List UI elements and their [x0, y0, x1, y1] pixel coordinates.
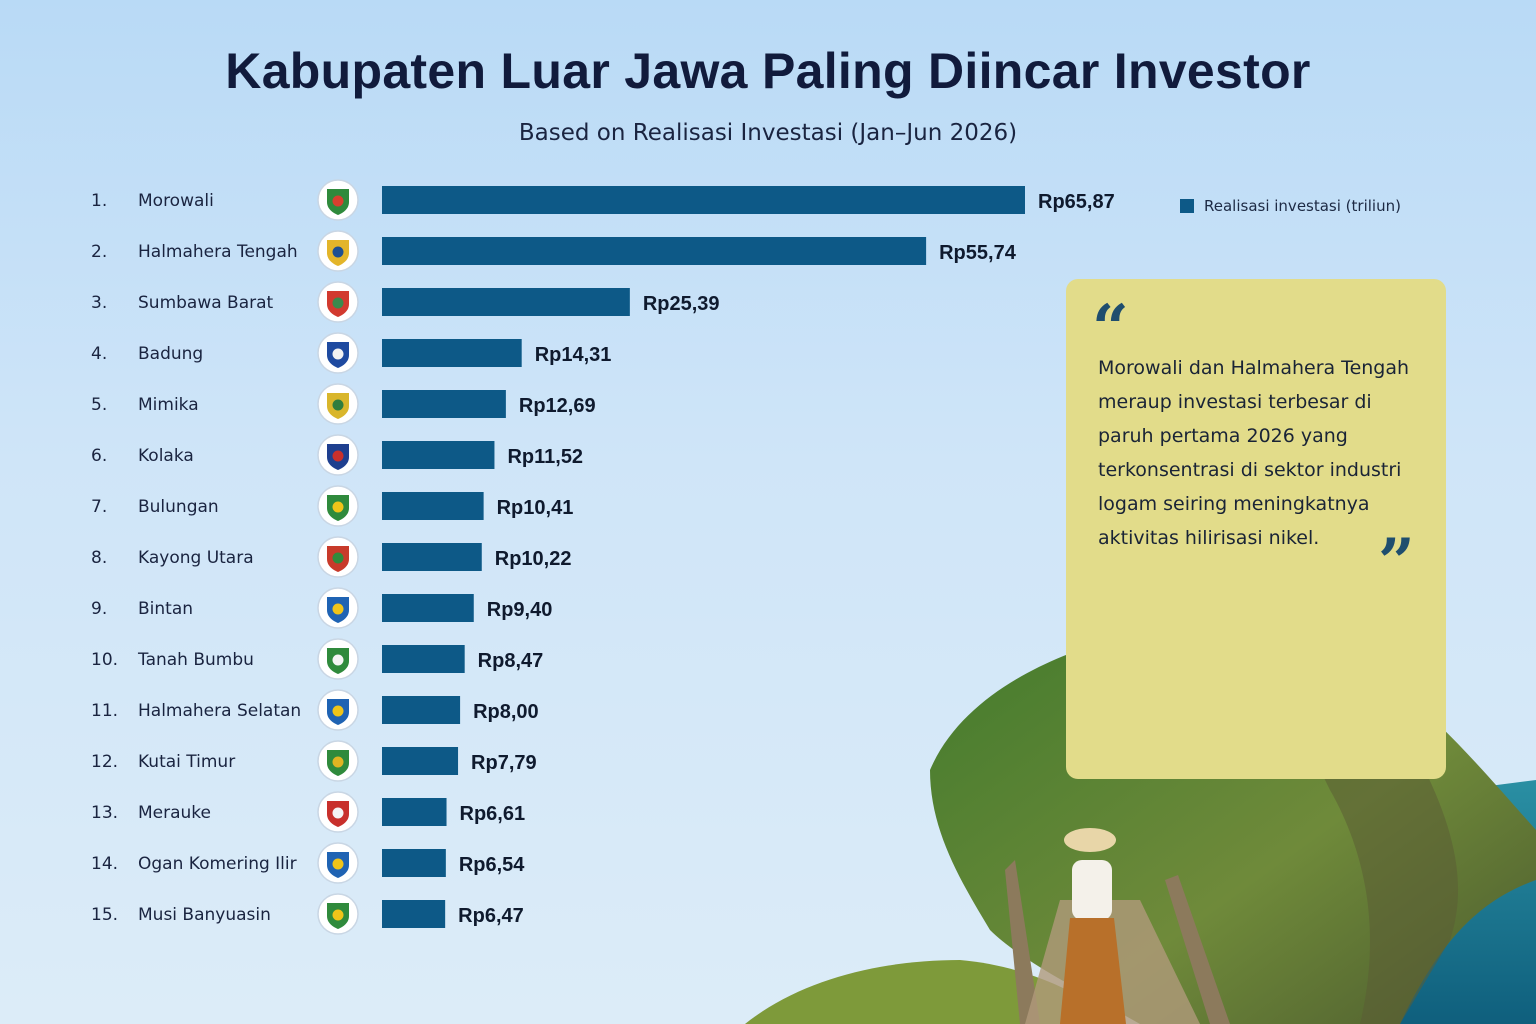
person-skirt: [1060, 918, 1126, 1024]
bar: [382, 390, 506, 418]
bintan-emblem-icon: [317, 587, 359, 629]
badung-emblem-icon: [317, 332, 359, 374]
value-label: Rp11,52: [507, 446, 583, 468]
rank-label: 10.: [91, 650, 118, 670]
halmahera-selatan-emblem-icon: [317, 689, 359, 731]
rank-label: 14.: [91, 854, 118, 874]
bar: [382, 696, 461, 724]
legend-label: Realisasi investasi (triliun): [1204, 197, 1401, 215]
category-label: Musi Banyuasin: [138, 905, 271, 925]
bar: [382, 798, 447, 826]
ogan-komering-ilir-emblem-icon: [317, 842, 359, 884]
rank-label: 6.: [91, 446, 107, 466]
category-label: Morowali: [138, 191, 214, 211]
kutai-timur-emblem-icon: [317, 740, 359, 782]
value-label: Rp6,54: [459, 854, 525, 876]
category-label: Bulungan: [138, 497, 219, 517]
value-label: Rp12,69: [519, 395, 596, 417]
value-label: Rp55,74: [939, 242, 1017, 264]
bar: [382, 645, 465, 673]
value-label: Rp65,87: [1038, 191, 1115, 213]
halmahera-tengah-emblem-icon: [317, 230, 359, 272]
rank-label: 11.: [91, 701, 118, 721]
rank-label: 4.: [91, 344, 107, 364]
value-label: Rp6,61: [460, 803, 526, 825]
bar: [382, 492, 484, 520]
category-label: Kutai Timur: [138, 752, 235, 772]
kolaka-emblem-icon: [317, 434, 359, 476]
boardwalk-rails: [1005, 860, 1230, 1024]
category-label: Ogan Komering Ilir: [138, 854, 297, 874]
value-label: Rp25,39: [643, 293, 720, 315]
value-label: Rp10,41: [497, 497, 574, 519]
bar: [382, 900, 446, 928]
bar: [382, 288, 630, 316]
bar: [382, 186, 1025, 214]
value-label: Rp8,00: [473, 701, 539, 723]
quote-box: “ Morowali dan Halmahera Tengah meraup i…: [1066, 279, 1446, 779]
chart-title: Kabupaten Luar Jawa Paling Diincar Inves…: [225, 43, 1311, 99]
category-label: Halmahera Selatan: [138, 701, 301, 721]
sumbawa-barat-emblem-icon: [317, 281, 359, 323]
bar: [382, 849, 446, 877]
bar: [382, 543, 482, 571]
open-quote-icon: “: [1092, 291, 1129, 366]
bar: [382, 441, 495, 469]
musi-banyuasin-emblem-icon: [317, 893, 359, 935]
value-label: Rp9,40: [487, 599, 553, 621]
category-label: Tanah Bumbu: [137, 650, 254, 670]
sun-hat: [1064, 828, 1116, 852]
rank-label: 1.: [91, 191, 107, 211]
tanah-bumbu-emblem-icon: [317, 638, 359, 680]
bar: [382, 237, 927, 265]
rank-label: 13.: [91, 803, 118, 823]
quote-text: Morowali dan Halmahera Tengah meraup inv…: [1098, 357, 1410, 549]
bar: [382, 594, 474, 622]
rank-label: 8.: [91, 548, 107, 568]
category-label: Badung: [138, 344, 203, 364]
rank-label: 12.: [91, 752, 118, 772]
value-label: Rp8,47: [478, 650, 544, 672]
rank-label: 7.: [91, 497, 107, 517]
person-shirt: [1072, 860, 1112, 920]
morowali-emblem-icon: [317, 179, 359, 221]
rank-label: 2.: [91, 242, 107, 262]
category-label: Kolaka: [138, 446, 194, 466]
value-label: Rp6,47: [458, 905, 524, 927]
bar: [382, 339, 522, 367]
value-label: Rp10,22: [495, 548, 572, 570]
category-label: Sumbawa Barat: [138, 293, 274, 313]
bar: [382, 747, 459, 775]
value-label: Rp7,79: [471, 752, 537, 774]
mimika-emblem-icon: [317, 383, 359, 425]
kayong-utara-emblem-icon: [317, 536, 359, 578]
close-quote-icon: ”: [1378, 525, 1415, 600]
rank-label: 3.: [91, 293, 107, 313]
category-label: Kayong Utara: [138, 548, 254, 568]
category-label: Merauke: [138, 803, 211, 823]
legend: Realisasi investasi (triliun): [1180, 197, 1401, 215]
rank-label: 5.: [91, 395, 107, 415]
merauke-emblem-icon: [317, 791, 359, 833]
chart-subtitle: Based on Realisasi Investasi (Jan–Jun 20…: [518, 120, 1018, 146]
value-label: Rp14,31: [535, 344, 612, 366]
category-label: Mimika: [138, 395, 199, 415]
category-label: Bintan: [138, 599, 193, 619]
bulungan-emblem-icon: [317, 485, 359, 527]
category-label: Halmahera Tengah: [138, 242, 298, 262]
rank-label: 9.: [91, 599, 107, 619]
legend-swatch: [1180, 199, 1194, 213]
rank-label: 15.: [91, 905, 118, 925]
